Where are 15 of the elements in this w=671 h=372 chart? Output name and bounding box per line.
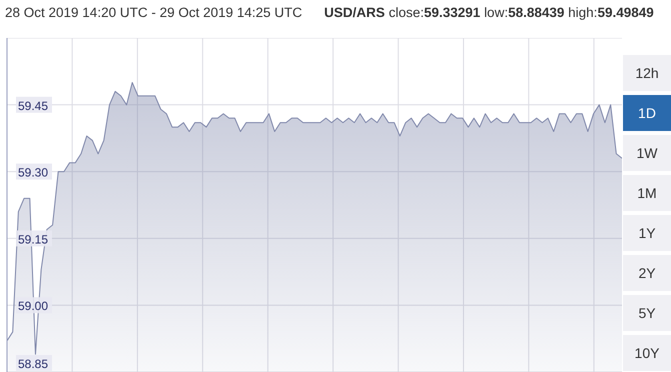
range-button: 12h <box>623 55 671 91</box>
y-tick-label: 58.85 <box>18 357 48 371</box>
range-button: 1D <box>623 95 671 131</box>
range-button: 5Y <box>623 295 671 331</box>
chart-title: 28 Oct 2019 14:20 UTC - 29 Oct 2019 14:25 UTC <box>5 5 302 20</box>
range-button: 1M <box>623 175 671 211</box>
range-button: 2Y <box>623 255 671 291</box>
range-button: 10Y <box>623 335 671 371</box>
y-tick-label: 59.45 <box>18 98 48 113</box>
chart-subtitle: USD/ARS close:59.33291 low:58.88439 high:59.49849 <box>324 5 654 20</box>
y-tick-label: 59.15 <box>18 232 48 246</box>
range-button: 1Y <box>623 215 671 251</box>
range-button: 1W <box>623 135 671 171</box>
y-tick-label: 59.00 <box>18 299 48 314</box>
y-tick-label: 59.30 <box>18 166 48 180</box>
